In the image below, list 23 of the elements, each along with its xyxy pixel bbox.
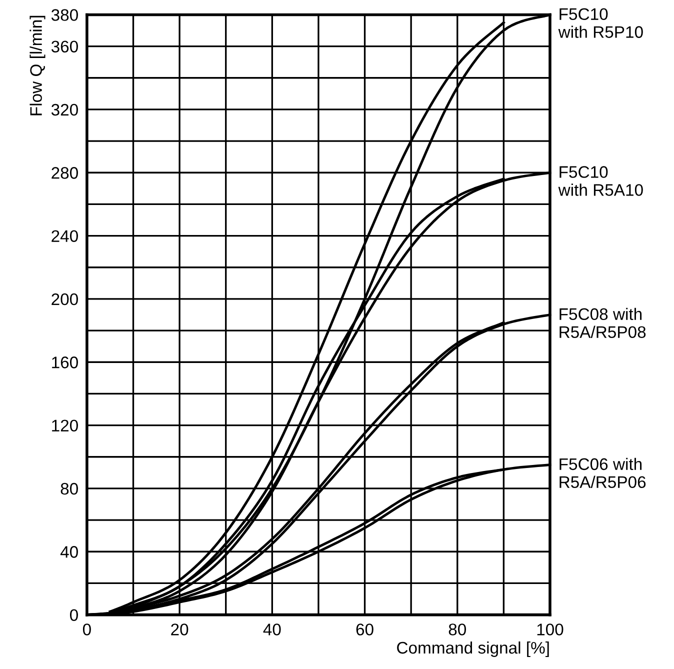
y-tick-label: 200 — [52, 293, 78, 306]
x-tick-label: 0 — [82, 624, 91, 636]
y-tick-label: 40 — [60, 546, 78, 558]
y-tick-label: 240 — [52, 230, 78, 242]
y-tick-label: 160 — [52, 356, 78, 368]
x-tick-label: 60 — [356, 624, 374, 636]
series-label: F5C06 with R5A/R5P06 — [560, 458, 646, 488]
series-label: F5C08 with R5A/R5P08 — [560, 308, 646, 338]
y-tick-label: 280 — [52, 167, 78, 179]
x-tick-label: 40 — [263, 624, 281, 636]
y-axis-title: Flow Q [l/min] — [30, 16, 46, 116]
x-tick-label: 80 — [448, 624, 466, 636]
x-tick-label: 20 — [171, 624, 188, 636]
y-tick-label: 380 — [51, 9, 78, 21]
series-label: F5C10 with R5P10 — [558, 8, 643, 38]
x-tick-label: 100 — [537, 624, 564, 636]
y-tick-label: 360 — [51, 40, 78, 53]
series-label: F5C10 with R5A10 — [558, 166, 643, 196]
y-tick-label: 0 — [70, 609, 78, 622]
y-tick-label: 320 — [51, 104, 78, 116]
x-axis-title: Command signal [%] — [397, 641, 549, 657]
y-tick-label: 80 — [60, 482, 78, 495]
y-tick-label: 120 — [52, 420, 78, 432]
